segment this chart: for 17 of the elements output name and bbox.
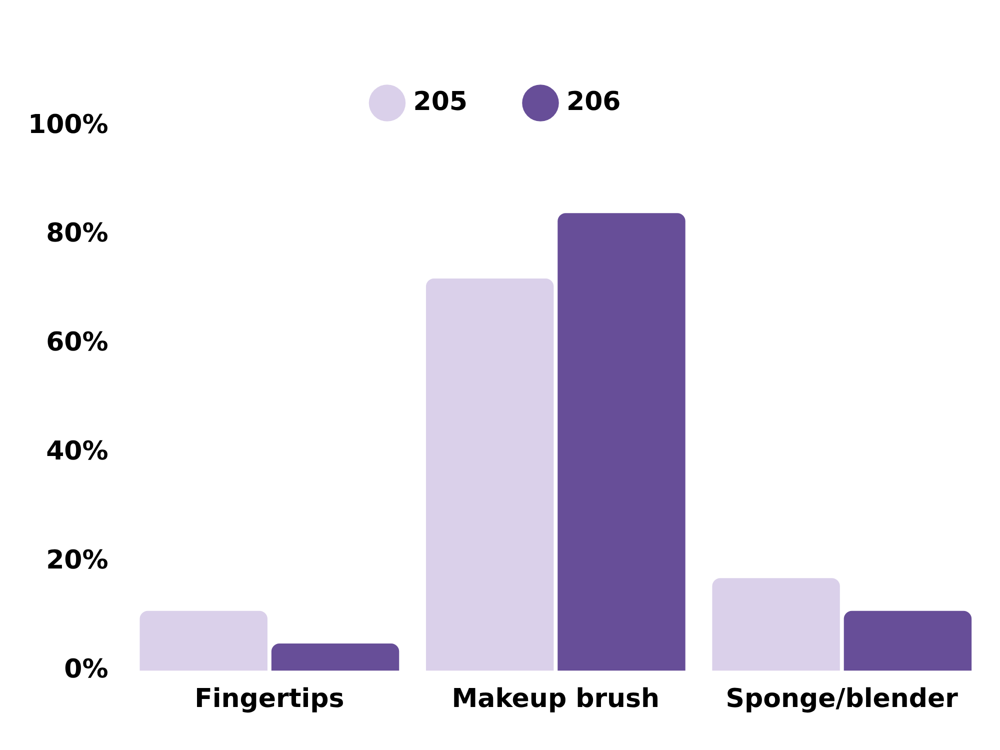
y-tick-label: 20% (46, 546, 108, 576)
bar (426, 278, 554, 671)
y-tick-label: 0% (64, 654, 108, 685)
bar (712, 578, 840, 671)
x-tick-label: Sponge/blender (726, 684, 958, 714)
bar (140, 610, 268, 671)
x-tick-label: Fingertips (194, 684, 344, 714)
x-tick-label: Makeup brush (452, 684, 660, 714)
bar (844, 610, 972, 671)
legend-label: 206 (566, 86, 621, 117)
bar (558, 213, 686, 671)
y-tick-label: 80% (46, 218, 108, 249)
y-tick-label: 40% (46, 436, 108, 467)
legend-label: 205 (413, 86, 468, 117)
y-tick-label: 60% (46, 328, 108, 358)
y-tick-label: 100% (28, 110, 108, 140)
bar (271, 644, 400, 671)
